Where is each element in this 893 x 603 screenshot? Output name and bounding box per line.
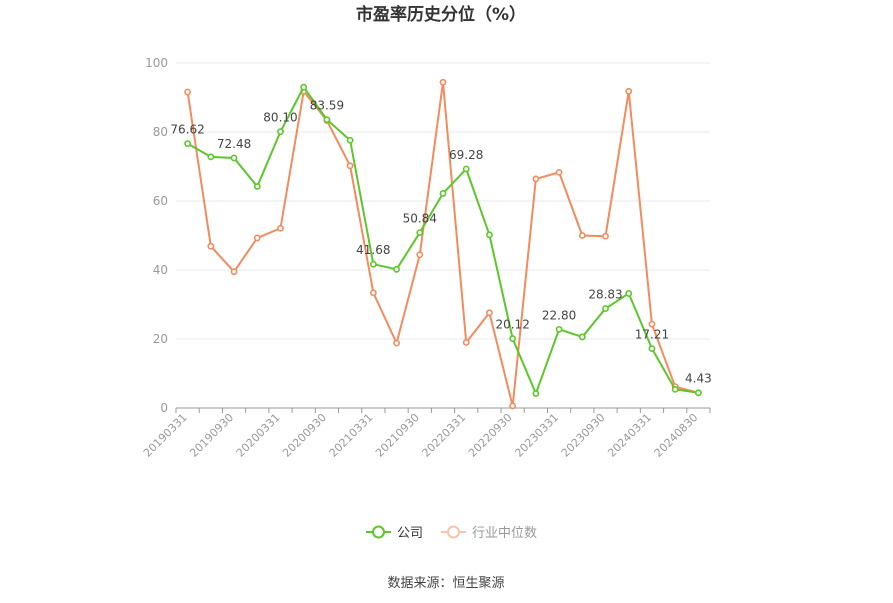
data-point[interactable] (184, 88, 192, 96)
x-axis: 2019033120190930202003312020093020210331… (141, 407, 711, 460)
x-tick-label: 20230331 (512, 411, 561, 460)
data-point[interactable] (462, 339, 470, 346)
y-tick-label: 100 (145, 56, 168, 70)
y-tick-label: 60 (153, 194, 168, 208)
x-tick-label: 20230930 (559, 411, 608, 460)
x-tick-label: 20190331 (141, 411, 190, 460)
chart-title: 市盈率历史分位（%） (356, 4, 526, 25)
data-point[interactable] (253, 234, 261, 242)
data-point[interactable] (277, 224, 284, 232)
legend[interactable]: 公司 行业中位数 (366, 525, 537, 541)
data-point[interactable] (416, 251, 424, 259)
y-tick-label: 40 (153, 263, 168, 277)
data-point[interactable] (230, 154, 238, 162)
data-label: 4.43 (685, 372, 712, 386)
data-point[interactable] (300, 83, 308, 91)
data-point[interactable] (369, 260, 377, 268)
data-point[interactable] (532, 175, 540, 183)
data-point[interactable] (509, 335, 517, 342)
data-point[interactable] (625, 290, 633, 297)
data-label: 83.59 (310, 99, 344, 113)
data-label: 22.80 (542, 308, 576, 322)
data-point[interactable] (509, 402, 517, 410)
x-tick-label: 20240830 (652, 411, 701, 460)
x-tick-label: 20220331 (420, 411, 469, 460)
series-company (184, 83, 702, 397)
data-point[interactable] (323, 116, 331, 124)
data-point[interactable] (346, 162, 354, 170)
data-point[interactable] (439, 78, 447, 86)
x-tick-label: 20200930 (280, 411, 329, 460)
x-tick-label: 20240331 (605, 411, 654, 460)
data-point[interactable] (346, 136, 354, 144)
data-point[interactable] (207, 153, 215, 161)
data-point[interactable] (277, 128, 284, 136)
x-tick-label: 20210930 (373, 411, 422, 460)
series-line (186, 81, 699, 407)
data-point[interactable] (486, 309, 493, 317)
x-tick-label: 20190930 (187, 411, 236, 460)
data-point[interactable] (578, 232, 586, 239)
y-tick-label: 0 (160, 401, 168, 415)
data-point[interactable] (184, 140, 192, 148)
data-label: 28.83 (588, 288, 622, 302)
y-tick-label: 80 (153, 125, 168, 139)
data-point[interactable] (207, 242, 215, 250)
y-tick-label: 20 (153, 332, 168, 346)
data-label: 76.62 (170, 123, 204, 137)
data-point[interactable] (393, 265, 400, 273)
data-point[interactable] (486, 231, 493, 239)
data-labels: 76.62 72.48 80.10 83.59 41.68 50.84 69.28 20.12… (170, 99, 711, 386)
x-tick-label: 20210331 (327, 411, 376, 460)
legend-marker (372, 525, 385, 539)
data-point[interactable] (555, 168, 563, 176)
data-point[interactable] (671, 385, 679, 393)
data-point[interactable] (625, 87, 633, 95)
data-point[interactable] (393, 339, 400, 347)
data-point[interactable] (602, 305, 609, 312)
data-point[interactable] (416, 229, 424, 237)
data-label: 50.84 (403, 212, 437, 226)
data-point[interactable] (648, 345, 656, 353)
x-tick-label: 20200331 (234, 411, 283, 460)
series-lines (184, 78, 702, 410)
legend-label: 行业中位数 (472, 526, 537, 541)
grid (176, 62, 710, 340)
data-point[interactable] (462, 165, 470, 173)
data-point[interactable] (439, 190, 447, 197)
y-axis: 0 20 40 60 80 100 (145, 56, 168, 415)
legend-item-company[interactable]: 公司 (366, 525, 423, 541)
series-industry-median (184, 78, 702, 410)
data-point[interactable] (694, 389, 702, 397)
data-label: 72.48 (217, 137, 251, 151)
data-source: 数据来源：恒生聚源 (387, 576, 504, 591)
data-point[interactable] (253, 183, 261, 190)
data-point[interactable] (230, 268, 238, 276)
data-point[interactable] (648, 320, 656, 328)
data-point[interactable] (532, 390, 540, 397)
legend-marker (447, 525, 460, 539)
data-point[interactable] (369, 289, 377, 297)
data-label: 41.68 (356, 243, 390, 257)
x-tick-label: 20220930 (466, 411, 515, 460)
data-point[interactable] (555, 325, 563, 333)
data-label: 80.10 (263, 111, 297, 125)
legend-item-industry-median[interactable]: 行业中位数 (441, 525, 537, 541)
data-label: 20.12 (495, 318, 529, 332)
legend-label: 公司 (397, 526, 423, 541)
data-point[interactable] (602, 232, 609, 240)
data-label: 69.28 (449, 148, 483, 162)
data-point[interactable] (578, 333, 586, 341)
data-label: 17.21 (635, 328, 669, 342)
